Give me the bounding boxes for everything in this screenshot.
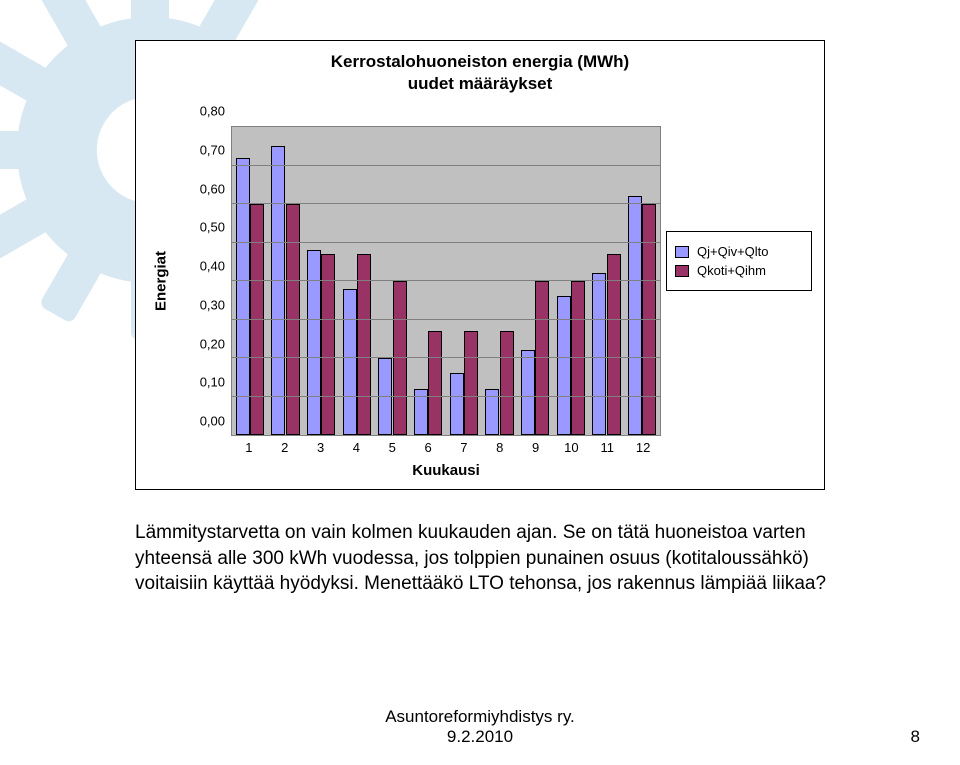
x-tick: 3 — [317, 440, 324, 455]
y-tick: 0,10 — [200, 375, 225, 390]
chart-frame: Kerrostalohuoneiston energia (MWh) uudet… — [135, 40, 825, 490]
x-tick: 4 — [353, 440, 360, 455]
x-tick: 11 — [601, 440, 615, 455]
x-tick: 1 — [245, 440, 252, 455]
legend-item-a: Qj+Qiv+Qlto — [675, 244, 803, 259]
chart-title: Kerrostalohuoneiston energia (MWh) uudet… — [136, 51, 824, 95]
y-tick: 0,00 — [200, 414, 225, 429]
bar-series-a — [521, 350, 535, 435]
bar-series-b — [642, 204, 656, 435]
x-tick: 9 — [532, 440, 539, 455]
bar-series-b — [357, 254, 371, 435]
bar-series-a — [557, 296, 571, 435]
x-tick: 7 — [460, 440, 467, 455]
bar-series-a — [271, 146, 285, 435]
legend-label-b: Qkoti+Qihm — [697, 263, 766, 278]
x-tick: 10 — [564, 440, 578, 455]
footer-line1: Asuntoreformiyhdistys ry. — [0, 707, 960, 727]
y-tick: 0,70 — [200, 142, 225, 157]
y-axis-label: Energiat — [153, 251, 170, 311]
x-tick: 5 — [389, 440, 396, 455]
bar-series-b — [500, 331, 514, 435]
chart-title-l2: uudet määräykset — [136, 73, 824, 95]
gridline — [232, 396, 660, 397]
y-tick: 0,30 — [200, 297, 225, 312]
bar-series-a — [592, 273, 606, 435]
bar-series-b — [286, 204, 300, 435]
bar-series-b — [571, 281, 585, 435]
x-tick: 2 — [281, 440, 288, 455]
plot-area — [231, 126, 661, 436]
x-tick: 8 — [496, 440, 503, 455]
bar-series-a — [628, 196, 642, 435]
gridline — [232, 242, 660, 243]
body-text: Lämmitystarvetta on vain kolmen kuukaude… — [135, 520, 835, 597]
footer-line2: 9.2.2010 — [0, 727, 960, 747]
legend: Qj+Qiv+Qlto Qkoti+Qihm — [666, 231, 812, 291]
bar-series-b — [250, 204, 264, 435]
bar-series-b — [535, 281, 549, 435]
x-axis-label: Kuukausi — [231, 462, 661, 479]
gridline — [232, 280, 660, 281]
legend-label-a: Qj+Qiv+Qlto — [697, 244, 769, 259]
bar-series-a — [343, 289, 357, 435]
legend-item-b: Qkoti+Qihm — [675, 263, 803, 278]
gridline — [232, 203, 660, 204]
legend-swatch-b — [675, 265, 689, 277]
y-tick: 0,80 — [200, 104, 225, 119]
gridline — [232, 319, 660, 320]
bar-series-a — [378, 358, 392, 435]
y-tick: 0,20 — [200, 336, 225, 351]
gridline — [232, 357, 660, 358]
y-tick: 0,60 — [200, 181, 225, 196]
x-tick: 6 — [424, 440, 431, 455]
bar-series-b — [428, 331, 442, 435]
y-tick: 0,50 — [200, 220, 225, 235]
y-tick: 0,40 — [200, 259, 225, 274]
footer: Asuntoreformiyhdistys ry. 9.2.2010 8 — [0, 707, 960, 747]
x-tick: 12 — [636, 440, 650, 455]
bar-series-a — [450, 373, 464, 435]
legend-swatch-a — [675, 246, 689, 258]
bar-series-b — [607, 254, 621, 435]
gridline — [232, 165, 660, 166]
chart-title-l1: Kerrostalohuoneiston energia (MWh) — [331, 52, 629, 71]
bar-series-b — [393, 281, 407, 435]
bar-series-b — [464, 331, 478, 435]
bar-series-a — [307, 250, 321, 435]
bar-series-b — [321, 254, 335, 435]
page-number: 8 — [911, 727, 920, 747]
bars-container — [232, 127, 660, 435]
plot-box: Energiat 123456789101112 Kuukausi 0,000,… — [231, 126, 661, 436]
bar-series-a — [236, 158, 250, 435]
